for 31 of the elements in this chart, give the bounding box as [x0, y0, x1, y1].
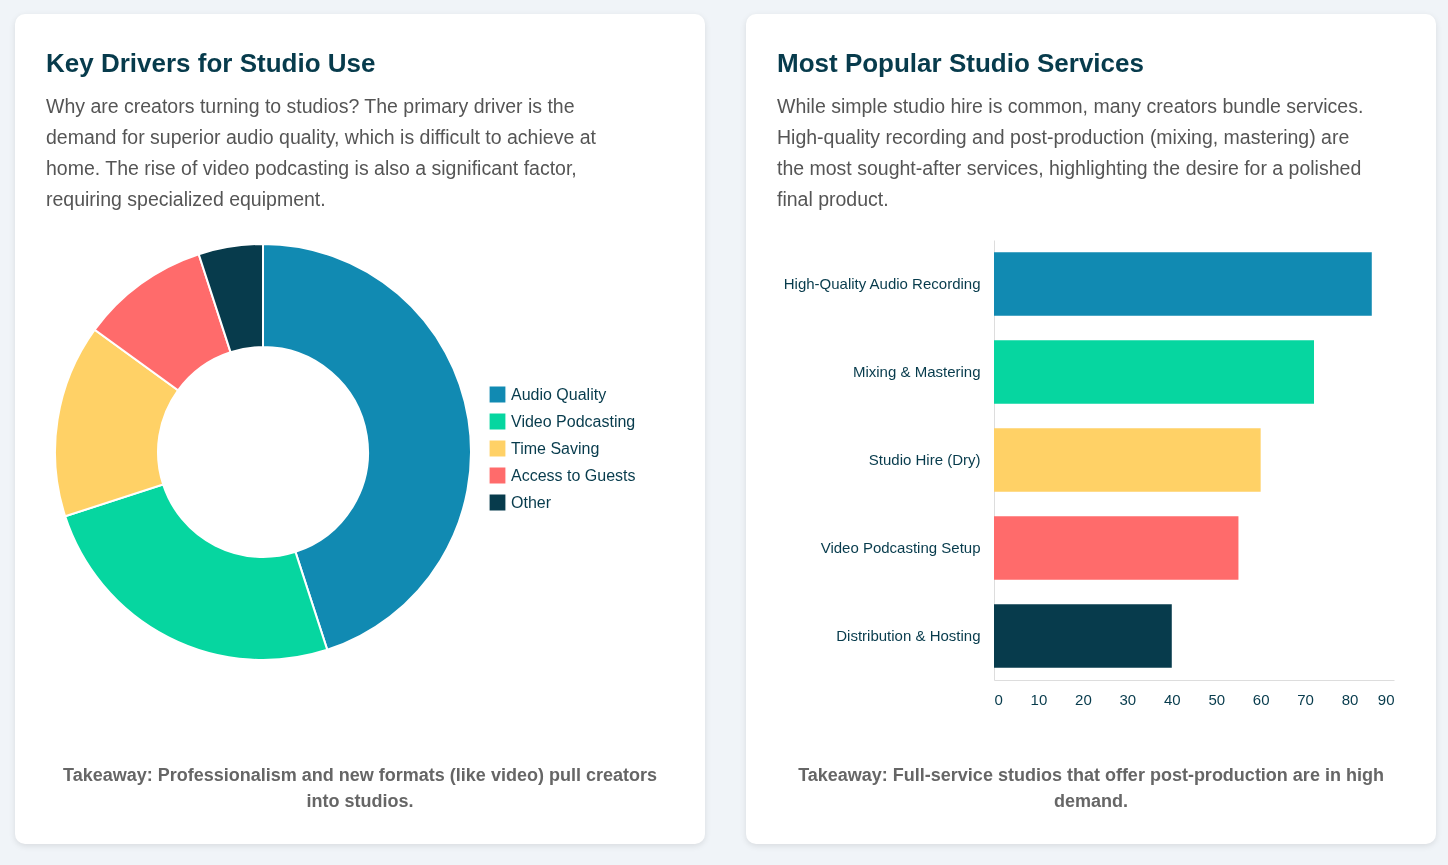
- legend-label: Time Saving: [511, 439, 600, 457]
- x-tick-label: 90: [1377, 690, 1395, 708]
- chart-subtitle: Why are creators turning to studios? The primary driver is the demand for superior audio quality, which is difficult to achieve at home. The rise of video podcasting is also a significant factor, requiring specialized equipment.: [46, 94, 597, 212]
- legend-label: Audio Quality: [511, 385, 607, 403]
- legend-label: Other: [511, 493, 552, 511]
- text: Takeaway: Professionalism and new formats (like video) pull creators into studios.: [62, 764, 658, 813]
- x-tick-label: 20: [1075, 690, 1092, 708]
- x-tick-label: 60: [1252, 690, 1270, 708]
- x-tick-label: 80: [1341, 690, 1359, 708]
- bar: [994, 428, 1261, 492]
- x-tick-label: 30: [1119, 690, 1137, 708]
- chart-subtitle: While simple studio hire is common, many creators bundle services. High-quality recording and post-production (mixing, mastering) are the most sought-after services, highlighting the desire for a polished final product.: [777, 94, 1365, 212]
- legend-label: Video Podcasting: [511, 412, 636, 430]
- chart-title: Key Drivers for Studio Use: [46, 48, 377, 79]
- x-tick-label: 10: [1030, 690, 1048, 708]
- y-tick-label: Studio Hire (Dry): [868, 451, 981, 468]
- bar: [994, 340, 1314, 404]
- text: Takeaway: Full-service studios that offer post-production are in high demand.: [797, 764, 1385, 813]
- chart-title: Most Popular Studio Services: [777, 48, 1145, 79]
- legend-label: Access to Guests: [511, 466, 636, 484]
- bar: [994, 604, 1172, 668]
- y-tick-label: High-Quality Audio Recording: [783, 275, 981, 292]
- y-tick-label: Mixing & Mastering: [852, 363, 981, 380]
- x-tick-label: 0: [994, 690, 1003, 708]
- x-tick-label: 70: [1297, 690, 1314, 708]
- x-tick-label: 50: [1208, 690, 1226, 708]
- bar: [994, 252, 1372, 316]
- y-tick-label: Distribution & Hosting: [836, 627, 981, 644]
- y-tick-label: Video Podcasting Setup: [820, 539, 981, 556]
- x-tick-label: 40: [1163, 690, 1181, 708]
- bar: [994, 516, 1239, 580]
